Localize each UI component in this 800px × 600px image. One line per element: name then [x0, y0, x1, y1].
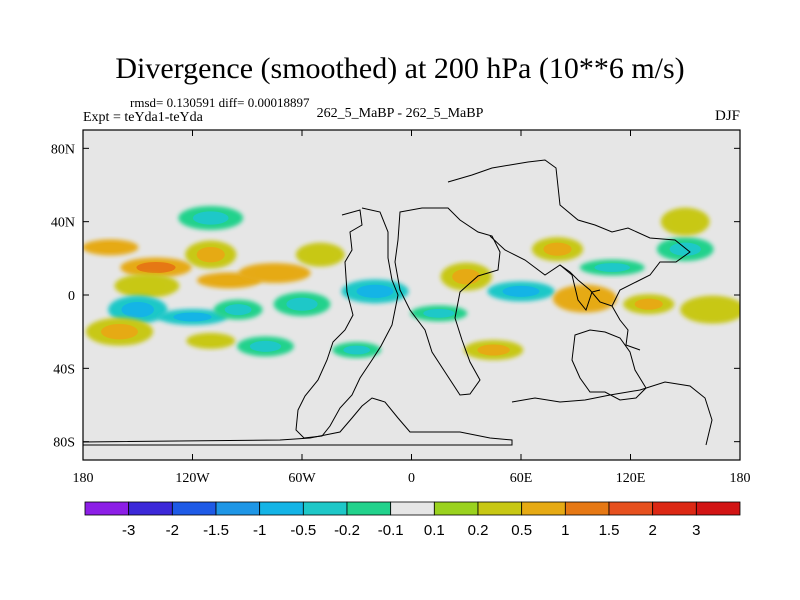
colorbar-swatch	[84, 501, 130, 516]
y-axis: 80N 40N 0 40S 80S	[51, 142, 740, 451]
colorbar-label: 1	[561, 522, 569, 539]
divergence-blob-core	[254, 267, 295, 279]
colorbar-label: 3	[692, 522, 700, 539]
divergence-blob-core	[94, 242, 126, 252]
divergence-blob-core	[543, 242, 572, 256]
y-tick-label: 40N	[51, 216, 75, 231]
y-tick-label: 40S	[53, 362, 75, 377]
colorbar-swatch	[477, 501, 523, 516]
colorbar-swatch	[171, 501, 217, 516]
colorbar: -3 -2 -1.5 -1 -0.5 -0.2 -0.1 0.1 0.2 0.5 1 1.5 2 3	[84, 501, 741, 539]
experiment-label: Expt = teYda1-teYda	[83, 110, 203, 125]
colorbar-label: -0.1	[378, 522, 404, 539]
divergence-blob-core	[423, 308, 455, 318]
colorbar-swatch	[608, 501, 654, 516]
colorbar-swatch	[564, 501, 610, 516]
colorbar-label: 2	[648, 522, 656, 539]
divergence-blob-core	[477, 344, 510, 356]
colorbar-swatch	[215, 501, 261, 516]
x-tick-label: 120W	[175, 471, 210, 486]
chart-title: Divergence (smoothed) at 200 hPa (10**6 …	[115, 52, 685, 85]
divergence-blob-core	[452, 268, 481, 285]
x-tick-label: 180	[73, 471, 94, 486]
divergence-blob-core	[101, 323, 138, 340]
divergence-blob-core	[671, 213, 699, 230]
divergence-blob-core	[192, 211, 229, 225]
colorbar-swatch	[346, 501, 392, 516]
colorbar-label: -1.5	[203, 522, 229, 539]
divergence-blob-core	[306, 248, 334, 262]
coastline-australia	[571, 329, 647, 401]
colorbar-label: -1	[253, 522, 266, 539]
colorbar-label: 0.5	[511, 522, 532, 539]
continent-outlines	[83, 159, 713, 446]
colorbar-swatch	[652, 501, 697, 516]
colorbar-swatch	[433, 501, 479, 516]
coastline-india	[559, 264, 601, 312]
x-tick-label: 0	[408, 471, 415, 486]
x-tick-label: 180	[730, 471, 751, 486]
y-tick-label: 80N	[51, 142, 75, 157]
coastline-south-america	[295, 207, 399, 439]
divergence-blob-core	[694, 301, 731, 318]
y-tick-label: 0	[68, 289, 75, 304]
divergence-blob-core	[121, 301, 155, 318]
colorbar-label: -0.2	[334, 522, 360, 539]
divergence-blob-core	[249, 340, 282, 352]
divergence-blob-core	[173, 312, 212, 322]
divergence-blob-core	[502, 285, 540, 297]
colorbar-label: 0.1	[424, 522, 445, 539]
divergence-blob-core	[196, 246, 225, 263]
divergence-blob-core	[286, 297, 318, 311]
x-axis: 180 120W 60W 0 60E 120E 180	[73, 130, 751, 486]
case-label: 262_5_MaBP - 262_5_MaBP	[316, 106, 484, 121]
coastline-east-antarctic	[511, 381, 713, 446]
divergence-blob-core	[634, 298, 663, 310]
divergence-blob-core	[129, 279, 165, 293]
colorbar-label: -3	[122, 522, 135, 539]
rmsd-diff-stats: rmsd= 0.130591 diff= 0.00018897	[130, 95, 310, 110]
coastline-antarctica	[83, 397, 513, 446]
divergence-blob-core	[224, 304, 252, 316]
colorbar-swatch	[302, 501, 348, 516]
divergence-field	[83, 206, 740, 360]
colorbar-swatch	[259, 501, 304, 516]
colorbar-swatch	[521, 501, 566, 516]
colorbar-swatch	[390, 501, 435, 516]
plot-background	[83, 130, 740, 460]
colorbar-label: 0.2	[468, 522, 489, 539]
divergence-blob-core	[669, 242, 701, 256]
colorbar-swatch	[695, 501, 741, 516]
x-tick-label: 60E	[510, 471, 533, 486]
colorbar-label: 1.5	[599, 522, 620, 539]
divergence-blob-core	[136, 262, 176, 273]
coastline-southeast-asia	[611, 305, 641, 351]
divergence-blob-core	[211, 275, 247, 285]
coastline-eurasia	[447, 159, 691, 307]
x-tick-label: 120E	[616, 471, 646, 486]
x-tick-label: 60W	[288, 471, 316, 486]
y-tick-label: 80S	[53, 436, 75, 451]
divergence-blob-core	[343, 345, 371, 355]
colorbar-swatch	[128, 501, 173, 516]
colorbar-label: -2	[166, 522, 179, 539]
colorbar-label: -0.5	[290, 522, 316, 539]
season-label: DJF	[714, 108, 740, 124]
coastline-africa	[394, 207, 501, 396]
divergence-blob-core	[197, 336, 225, 346]
divergence-blob-core	[594, 263, 631, 272]
divergence-blob-core	[356, 284, 394, 298]
